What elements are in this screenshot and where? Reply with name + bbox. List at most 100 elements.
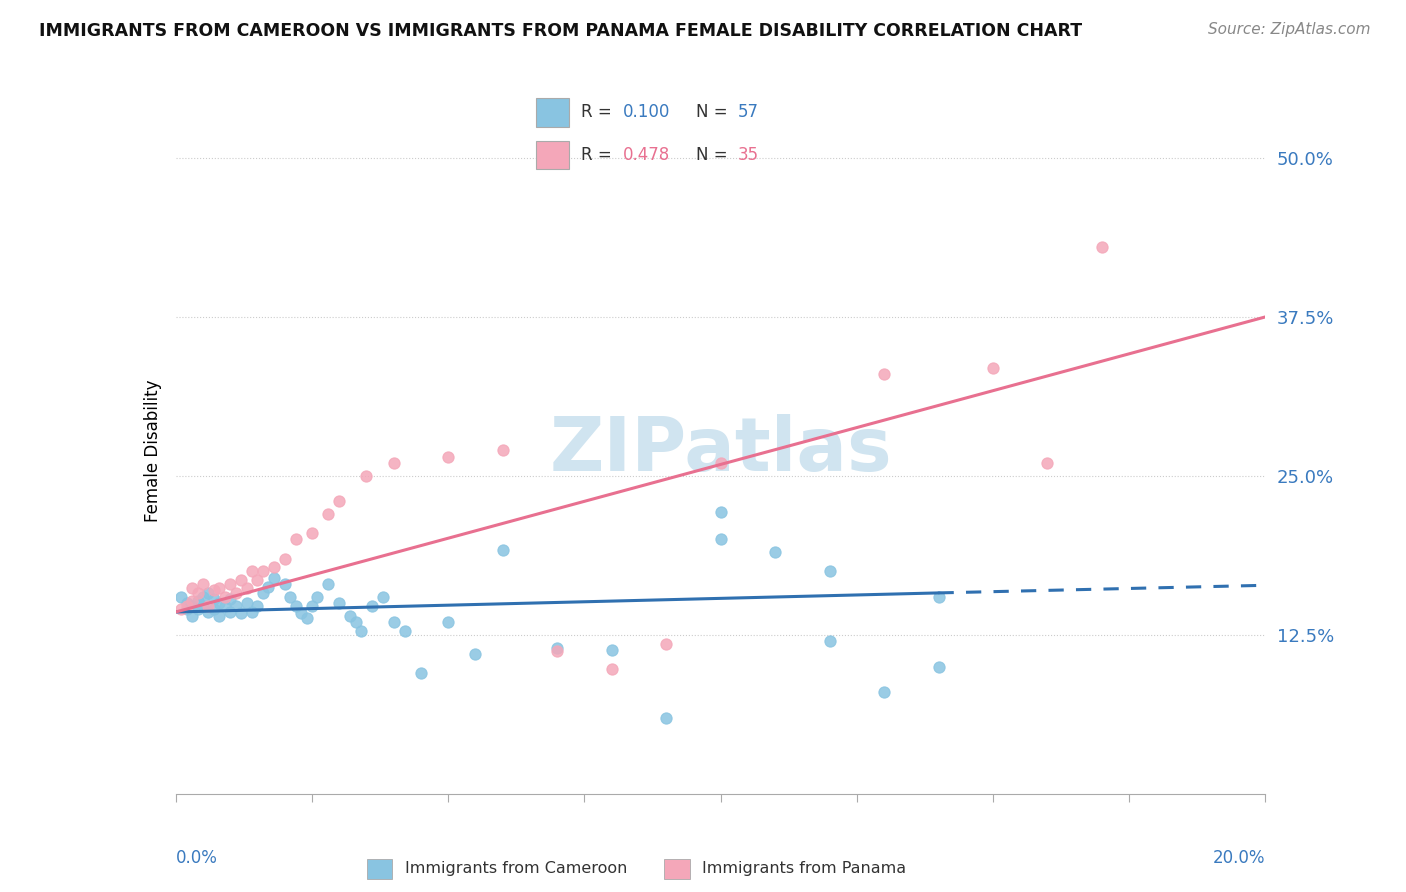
Point (208, 608, 231, 623)
Point (176, 602, 198, 616)
Point (197, 586, 219, 600)
Point (818, 564, 841, 578)
Text: N =: N = (696, 103, 733, 121)
Point (371, 590, 394, 604)
Point (301, 526, 323, 541)
Point (710, 456, 733, 470)
Point (214, 599, 236, 613)
Point (191, 590, 214, 604)
Point (225, 599, 247, 613)
Point (655, 637, 678, 651)
Point (219, 577, 242, 591)
Point (546, 640, 568, 655)
Text: R =: R = (581, 103, 617, 121)
Point (252, 586, 274, 600)
Point (655, 710, 678, 724)
Point (437, 615, 460, 630)
Point (263, 571, 285, 585)
Point (464, 647, 486, 661)
Y-axis label: Female Disability: Female Disability (143, 379, 162, 522)
Point (409, 666, 432, 681)
Point (240, 605, 263, 619)
Point (360, 599, 382, 613)
Point (181, 581, 204, 595)
Point (928, 659, 950, 673)
Point (928, 590, 950, 604)
Point (191, 599, 214, 613)
Text: 35: 35 (738, 146, 759, 164)
Point (181, 599, 204, 613)
Text: 57: 57 (738, 103, 759, 121)
Bar (367, 859, 392, 879)
Text: 0.478: 0.478 (623, 146, 671, 164)
Point (219, 605, 242, 619)
Point (231, 607, 253, 621)
Text: 0.0%: 0.0% (176, 849, 218, 867)
Point (1091, 240, 1114, 254)
Point (710, 533, 733, 547)
Point (231, 573, 253, 587)
Point (1036, 456, 1059, 470)
Point (202, 592, 225, 607)
Point (394, 624, 416, 638)
Text: ZIPatlas: ZIPatlas (550, 414, 891, 487)
Text: N =: N = (696, 146, 733, 164)
Point (356, 469, 378, 483)
Point (284, 599, 307, 613)
Point (208, 596, 231, 610)
Bar (536, 98, 569, 127)
Point (176, 599, 198, 613)
Point (235, 596, 257, 610)
Point (176, 596, 198, 610)
Point (492, 542, 515, 557)
Text: R =: R = (581, 146, 617, 164)
Point (186, 593, 209, 607)
Point (263, 560, 285, 574)
Point (763, 545, 786, 559)
Point (278, 590, 301, 604)
Point (191, 577, 214, 591)
Point (186, 586, 209, 600)
Point (274, 551, 297, 566)
Point (181, 593, 204, 607)
Point (197, 599, 219, 613)
Point (318, 507, 340, 521)
Point (246, 599, 269, 613)
Point (318, 577, 340, 591)
Text: IMMIGRANTS FROM CAMEROON VS IMMIGRANTS FROM PANAMA FEMALE DISABILITY CORRELATION: IMMIGRANTS FROM CAMEROON VS IMMIGRANTS F… (39, 22, 1083, 40)
Point (202, 583, 225, 598)
Point (252, 564, 274, 578)
Point (710, 504, 733, 518)
Point (257, 580, 280, 594)
Text: Source: ZipAtlas.com: Source: ZipAtlas.com (1208, 22, 1371, 37)
Point (290, 607, 312, 621)
Point (186, 602, 209, 616)
Point (202, 602, 225, 616)
Text: Immigrants from Cameroon: Immigrants from Cameroon (405, 862, 627, 876)
Point (225, 586, 247, 600)
Point (344, 615, 367, 630)
Point (600, 643, 623, 657)
Text: Immigrants from Panama: Immigrants from Panama (703, 862, 907, 876)
Text: 20.0%: 20.0% (1213, 849, 1265, 867)
Point (437, 450, 460, 464)
Point (197, 605, 219, 619)
Text: 0.100: 0.100 (623, 103, 671, 121)
Point (328, 494, 350, 508)
Point (818, 634, 841, 648)
Point (981, 360, 1004, 375)
Point (382, 456, 405, 470)
Point (307, 590, 329, 604)
Point (240, 564, 263, 578)
Point (170, 590, 193, 604)
Point (181, 608, 204, 623)
Point (546, 644, 568, 658)
Bar (665, 859, 690, 879)
Point (301, 599, 323, 613)
Point (246, 573, 269, 587)
Point (600, 662, 623, 676)
Point (873, 367, 896, 381)
Point (295, 611, 318, 625)
Point (274, 577, 297, 591)
Point (208, 581, 231, 595)
